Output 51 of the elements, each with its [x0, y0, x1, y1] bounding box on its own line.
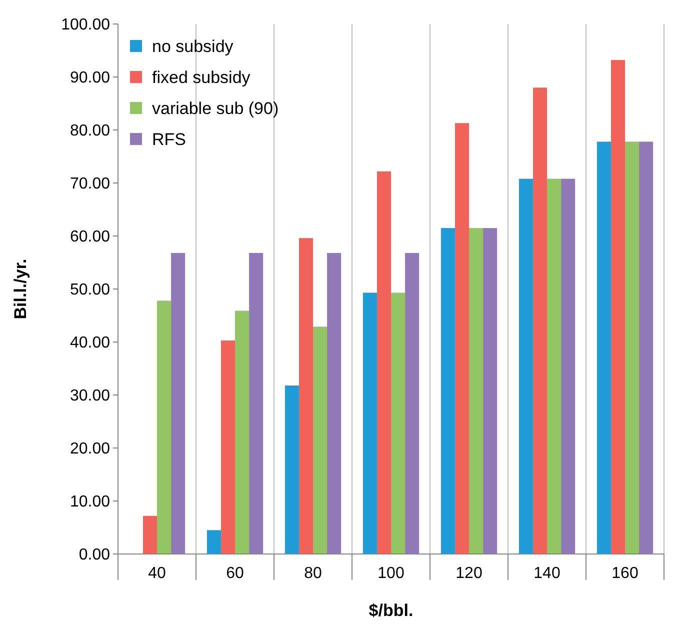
- bar: [249, 252, 264, 554]
- bar: [298, 238, 313, 554]
- bar: [610, 60, 625, 554]
- x-tick-label: 160: [612, 565, 638, 582]
- y-tick-label: 20.00: [70, 440, 110, 458]
- x-tick-label: 60: [226, 565, 244, 582]
- y-axis-title: Bil.l./yr.: [11, 258, 30, 320]
- y-tick-label: 100.00: [61, 16, 110, 34]
- x-axis-title: $/bbl.: [368, 601, 414, 620]
- bar: [284, 385, 299, 554]
- bar: [313, 326, 328, 554]
- bar: [454, 123, 469, 554]
- bar: [327, 252, 342, 554]
- x-tick-label: 40: [148, 565, 166, 582]
- bar: [532, 88, 547, 554]
- bar: [142, 516, 157, 554]
- x-tick-label: 80: [304, 565, 322, 582]
- y-tick-label: 10.00: [70, 494, 110, 511]
- legend-label: no subsidy: [152, 36, 234, 56]
- bar: [235, 310, 250, 554]
- bar: [440, 228, 455, 554]
- x-tick-label: 140: [534, 565, 560, 582]
- bar: [561, 178, 576, 554]
- bar: [547, 178, 562, 554]
- legend-label: RFS: [152, 130, 186, 149]
- x-tick-label: 120: [456, 565, 482, 582]
- bar: [469, 228, 484, 554]
- legend-label: variable sub (90): [152, 98, 279, 118]
- y-tick-label: 70.00: [70, 176, 110, 193]
- y-tick-label: 40.00: [70, 334, 110, 352]
- bar: [625, 142, 640, 554]
- legend-label: fixed subsidy: [152, 68, 251, 87]
- bar: [596, 142, 611, 554]
- y-tick-label: 60.00: [70, 228, 110, 246]
- bar: [171, 252, 186, 554]
- bar: [362, 292, 377, 554]
- bar: [405, 252, 420, 554]
- bar: [518, 178, 533, 554]
- bar: [391, 292, 406, 554]
- bar: [639, 142, 654, 554]
- x-tick-label: 100: [378, 565, 404, 582]
- y-tick-label: 0.00: [78, 546, 110, 564]
- bar: [206, 530, 221, 554]
- y-tick-label: 80.00: [70, 122, 110, 140]
- y-tick-label: 30.00: [70, 388, 110, 405]
- bar: [483, 228, 498, 554]
- y-tick-label: 90.00: [70, 70, 110, 87]
- bar: [220, 340, 235, 554]
- bar: [376, 171, 391, 554]
- y-tick-label: 50.00: [70, 282, 110, 299]
- bar: [157, 300, 172, 554]
